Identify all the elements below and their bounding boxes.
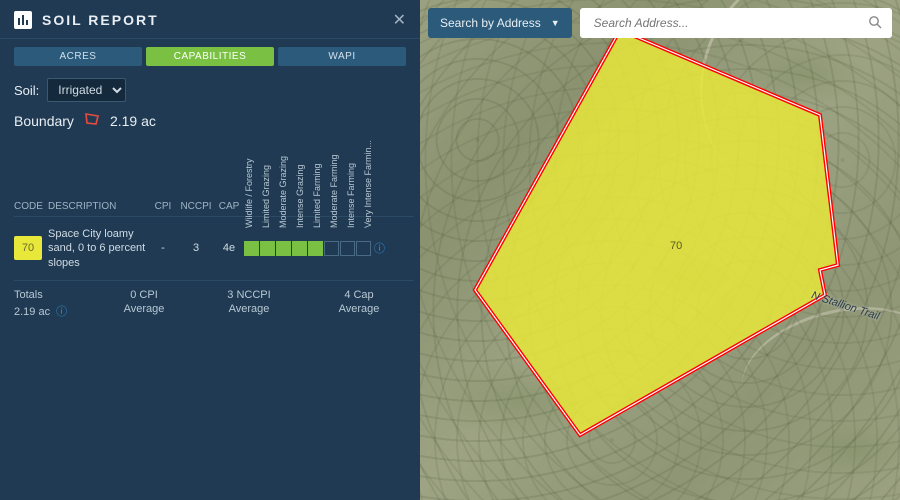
capability-header: Very Intense Farmin... [363, 211, 373, 228]
search-mode-dropdown[interactable]: Search by Address ▼ [428, 8, 572, 38]
info-icon[interactable]: ⓘ [56, 306, 67, 318]
totals-cpi: 0 CPI [94, 289, 194, 301]
capability-box [244, 241, 259, 256]
totals-nccpi: 3 NCCPI [194, 289, 304, 301]
close-icon[interactable]: ✕ [393, 10, 406, 30]
map-view[interactable]: Search by Address ▼ 70 N Stallion Trail [420, 0, 900, 500]
parcel-label: 70 [670, 240, 682, 252]
tab-acres[interactable]: ACRES [14, 47, 142, 66]
row-cap: 4e [214, 242, 244, 254]
capability-header: Limited Grazing [261, 211, 271, 228]
capability-box [276, 241, 291, 256]
boundary-area: 2.19 ac [110, 113, 156, 129]
soil-table: CODE DESCRIPTION CPI NCCPI CAP Wildlife … [0, 139, 420, 327]
capability-box [308, 241, 323, 256]
capability-header: Wildlife / Forestry [244, 211, 254, 228]
panel-title: SOIL REPORT [42, 12, 393, 28]
row-cpi: - [148, 242, 178, 254]
soil-label: Soil: [14, 83, 39, 98]
totals-nccpi-sub: Average [194, 303, 304, 315]
search-icon[interactable] [868, 15, 882, 32]
table-header: CODE DESCRIPTION CPI NCCPI CAP Wildlife … [14, 139, 414, 217]
capability-header: Intense Farming [346, 211, 356, 228]
soil-report-panel: SOIL REPORT ✕ ACRES CAPABILITIES WAPI So… [0, 0, 420, 500]
search-bar: Search by Address ▼ [428, 8, 892, 38]
capability-box [324, 241, 339, 256]
capability-box [260, 241, 275, 256]
tab-capabilities[interactable]: CAPABILITIES [146, 47, 274, 66]
capability-boxes [244, 241, 371, 256]
capability-box [340, 241, 355, 256]
col-description: DESCRIPTION [48, 201, 148, 212]
tabs: ACRES CAPABILITIES WAPI [0, 39, 420, 74]
totals-cap: 4 Cap [304, 289, 414, 301]
parcel-overlay [420, 0, 900, 500]
totals-label: Totals [14, 289, 94, 301]
soil-select[interactable]: Irrigated [47, 78, 126, 102]
search-mode-label: Search by Address [440, 16, 541, 30]
capability-header: Moderate Grazing [278, 211, 288, 228]
controls: Soil: Irrigated Boundary 2.19 ac [0, 74, 420, 139]
panel-header: SOIL REPORT ✕ [0, 0, 420, 39]
boundary-icon [84, 112, 100, 129]
capability-box [356, 241, 371, 256]
chevron-down-icon: ▼ [551, 18, 560, 28]
capability-header: Moderate Farming [329, 211, 339, 228]
search-input-wrap [580, 8, 892, 38]
capability-box [292, 241, 307, 256]
row-description: Space City loamy sand, 0 to 6 percent sl… [48, 227, 148, 270]
search-input[interactable] [590, 8, 868, 38]
row-nccpi: 3 [178, 242, 214, 254]
capability-header: Intense Grazing [295, 211, 305, 228]
col-cap: CAP [214, 201, 244, 212]
tab-wapi[interactable]: WAPI [278, 47, 406, 66]
col-code: CODE [14, 201, 48, 212]
capability-header: Limited Farming [312, 211, 322, 228]
totals-cap-sub: Average [304, 303, 414, 315]
col-nccpi: NCCPI [178, 201, 214, 212]
code-swatch: 70 [14, 236, 42, 260]
totals-row: Totals 2.19 ac ⓘ 0 CPI Average 3 NCCPI A… [14, 281, 414, 327]
totals-area: 2.19 ac [14, 306, 50, 318]
boundary-label: Boundary [14, 113, 74, 129]
col-cpi: CPI [148, 201, 178, 212]
logo-icon [14, 11, 32, 29]
info-icon[interactable]: ⓘ [374, 240, 385, 256]
totals-cpi-sub: Average [94, 303, 194, 315]
